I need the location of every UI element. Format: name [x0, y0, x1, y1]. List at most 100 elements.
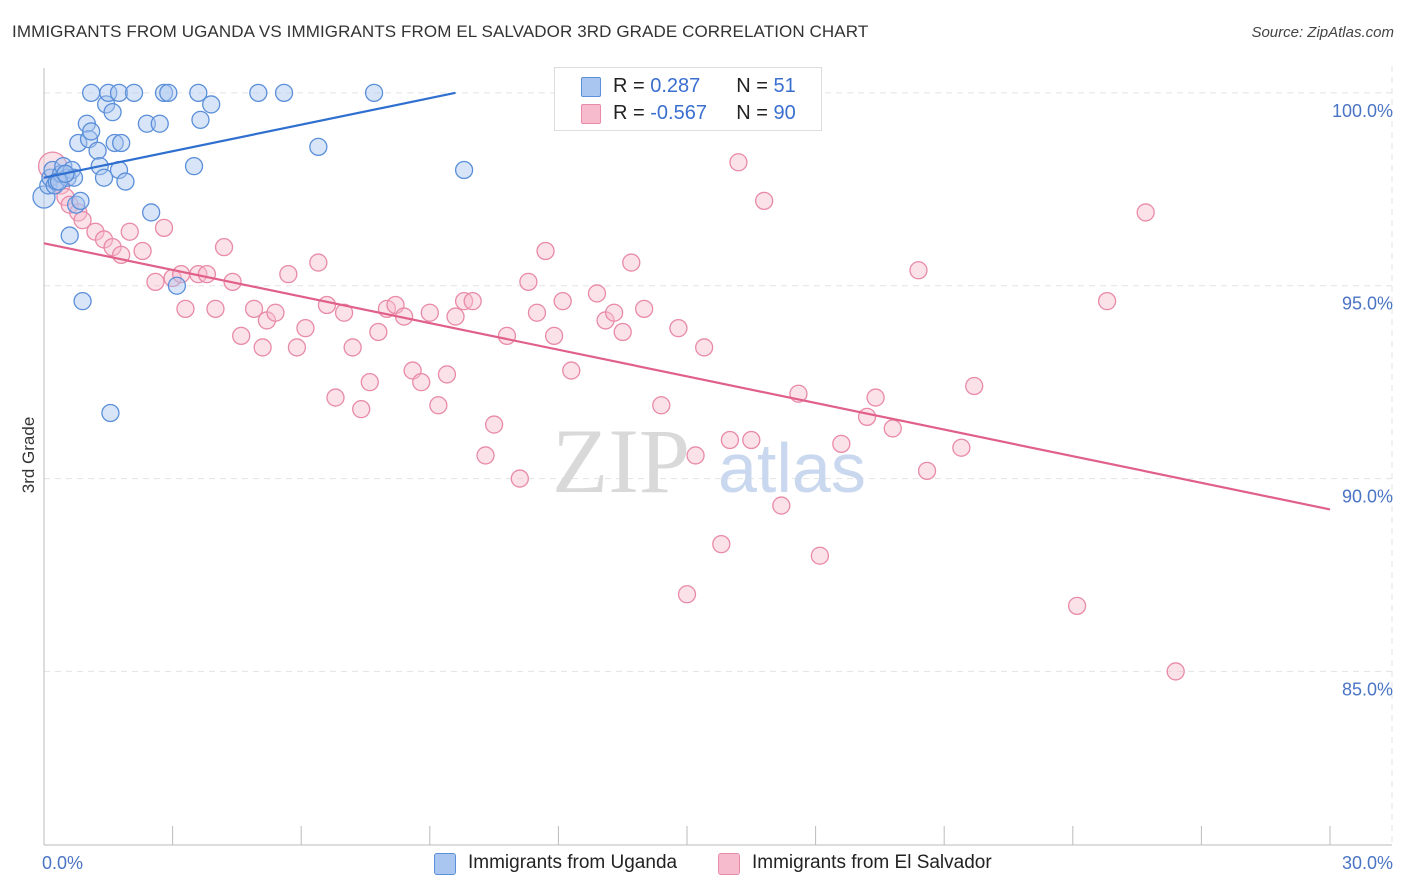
salvador-point-86 — [965, 376, 984, 396]
salvador-point-35 — [352, 399, 371, 419]
salvador-point-68 — [677, 585, 697, 604]
salvador-point-23 — [244, 299, 264, 319]
salvador-point-19 — [206, 299, 225, 319]
salvador-point-63 — [613, 322, 632, 342]
uganda-point-14 — [69, 133, 88, 153]
watermark: ZIP atlas — [552, 410, 866, 512]
salvador-point-51 — [497, 326, 517, 346]
salvador-point-22 — [232, 326, 251, 346]
uganda-point-10 — [60, 226, 79, 245]
salvador-point-52 — [510, 469, 529, 488]
salvador-point-66 — [652, 396, 671, 415]
salvador-point-64 — [622, 253, 641, 272]
salvador-point-82 — [883, 419, 902, 438]
uganda-point-35 — [142, 203, 161, 222]
salvador-point-49 — [476, 446, 495, 465]
salvador-point-84 — [917, 461, 937, 481]
salvador-point-87 — [1067, 596, 1087, 616]
uganda-swatch — [581, 77, 601, 97]
salvador-point-80 — [857, 407, 877, 427]
salvador-point-58 — [562, 361, 581, 380]
salvador-point-72 — [720, 430, 740, 450]
salvador-point-33 — [334, 303, 354, 322]
axes — [43, 68, 1392, 846]
salvador-swatch — [581, 104, 601, 124]
salvador-point-76 — [772, 496, 791, 515]
legend-uganda-swatch — [434, 853, 456, 875]
uganda-point-26 — [101, 403, 120, 423]
y-tick-label-2: 95.0% — [1342, 294, 1393, 314]
uganda-point-38 — [159, 83, 178, 103]
salvador-point-74 — [742, 430, 761, 450]
salvador-point-44 — [429, 396, 448, 415]
salvador-point-89 — [1136, 203, 1155, 222]
salvador-point-24 — [253, 338, 272, 357]
uganda-point-37 — [154, 83, 174, 103]
uganda-point-15 — [71, 191, 90, 211]
salvador-point-20 — [214, 237, 234, 257]
uganda-point-34 — [137, 114, 157, 133]
salvador-stats: R = -0.567 N = 90 — [613, 102, 796, 124]
salvador-point-73 — [729, 153, 748, 172]
salvador-point-85 — [952, 438, 971, 457]
salvador-point-29 — [296, 318, 315, 338]
salvador-point-30 — [309, 253, 328, 272]
salvador-point-88 — [1097, 291, 1117, 311]
uganda-point-21 — [88, 141, 107, 160]
uganda-point-42 — [191, 110, 210, 130]
uganda-point-45 — [274, 83, 294, 103]
salvador-point-57 — [553, 291, 572, 311]
salvador-point-69 — [686, 446, 705, 465]
salvador-point-70 — [694, 338, 714, 357]
uganda-point-31 — [112, 133, 131, 153]
stats-legend: R = 0.287 N = 51 R = -0.567 N = 90 — [554, 67, 822, 131]
salvador-point-43 — [420, 303, 439, 322]
salvador-point-10 — [120, 222, 139, 241]
y-tick-label-3: 100.0% — [1332, 101, 1393, 121]
uganda-point-25 — [99, 83, 118, 103]
y-tick-label-1: 90.0% — [1342, 487, 1393, 507]
salvador-point-67 — [669, 318, 688, 338]
salvador-point-53 — [519, 272, 538, 292]
salvador-point-54 — [527, 303, 547, 322]
salvador-point-79 — [832, 434, 851, 454]
y-tick-labels: 85.0% 90.0% 95.0% 100.0% — [1332, 101, 1393, 700]
salvador-point-45 — [437, 365, 457, 384]
uganda-point-48 — [454, 160, 474, 180]
salvador-point-26 — [266, 303, 285, 322]
salvador-point-27 — [279, 264, 298, 284]
uganda-point-46 — [309, 137, 328, 157]
series-el-salvador — [37, 87, 1185, 681]
salvador-point-81 — [866, 388, 885, 407]
source-label: Source: ZipAtlas.com — [1251, 24, 1394, 41]
trendlines — [43, 91, 1331, 511]
salvador-point-36 — [360, 372, 379, 392]
uganda-point-47 — [364, 83, 384, 103]
salvador-point-18 — [197, 264, 217, 284]
uganda-point-44 — [249, 83, 268, 103]
uganda-point-28 — [105, 133, 124, 153]
salvador-point-46 — [446, 307, 465, 326]
uganda-point-16 — [73, 291, 92, 311]
salvador-point-75 — [755, 191, 774, 211]
salvador-point-28 — [287, 338, 307, 357]
trendline-uganda — [43, 91, 456, 179]
y-axis-label: 3rd Grade — [19, 417, 38, 494]
uganda-point-32 — [116, 172, 135, 191]
salvador-point-34 — [343, 338, 362, 357]
y-tick-label-0: 85.0% — [1342, 679, 1393, 699]
salvador-point-31 — [317, 295, 337, 315]
salvador-point-5 — [73, 210, 92, 230]
salvador-point-11 — [133, 241, 152, 261]
uganda-point-29 — [109, 83, 129, 103]
salvador-point-16 — [176, 299, 195, 319]
watermark-zip: ZIP — [552, 410, 690, 512]
x-tick-label-1: 30.0% — [1342, 853, 1393, 873]
salvador-point-48 — [463, 291, 482, 311]
legend-salvador-label: Immigrants from El Salvador — [752, 852, 992, 873]
salvador-point-78 — [810, 546, 830, 565]
salvador-point-42 — [412, 372, 431, 392]
salvador-point-56 — [544, 326, 564, 346]
uganda-point-23 — [94, 168, 114, 187]
